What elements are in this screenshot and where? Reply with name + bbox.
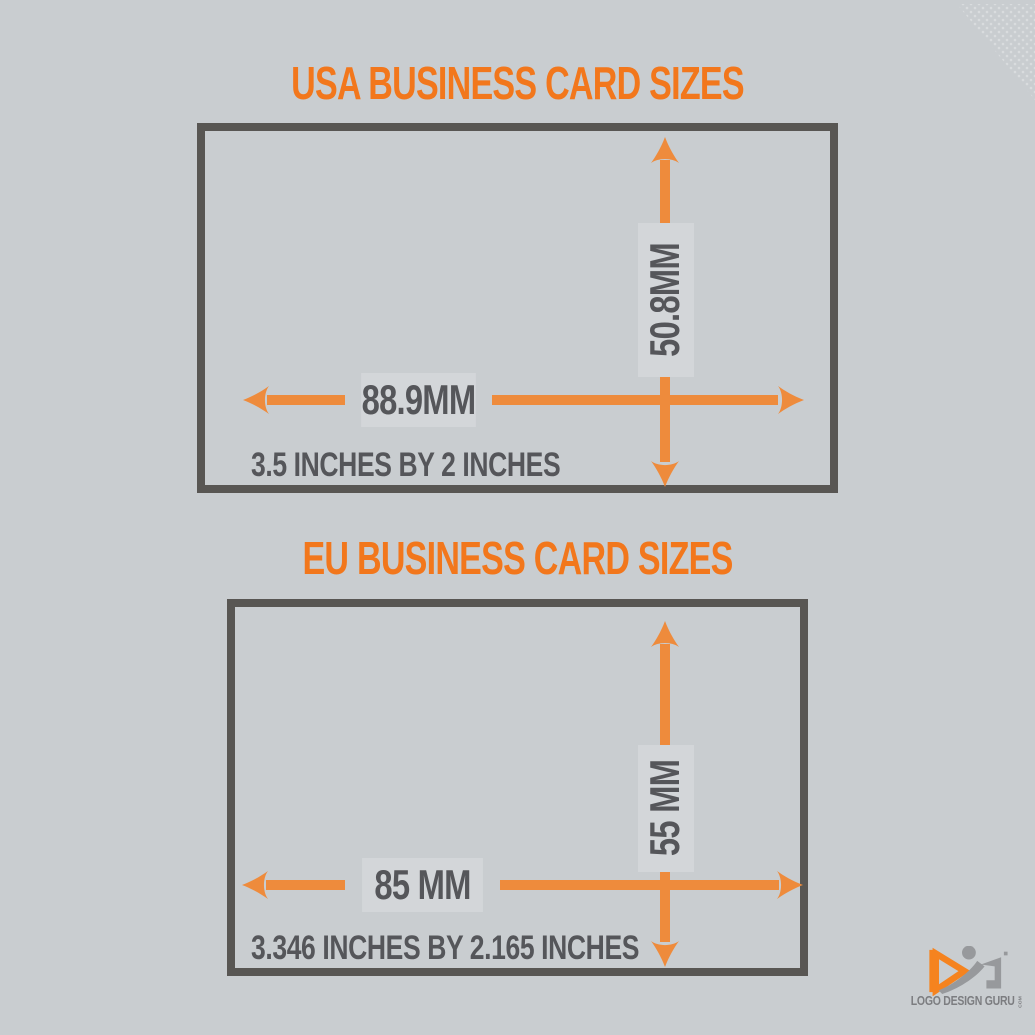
eu-width-value: 85 MM (362, 858, 483, 912)
logo-wordmark: LOGO DESIGN GURU COM (911, 994, 1023, 1008)
usa-width-arrowhead-left-icon (243, 386, 269, 414)
logo-brand-text: LOGO DESIGN GURU (910, 994, 1015, 1008)
usa-height-label-plate (638, 223, 694, 377)
usa-card-outline (197, 123, 838, 493)
usa-section-title: USA BUSINESS CARD SIZES (291, 57, 744, 109)
usa-width-arrow-shaft-left (267, 395, 345, 405)
eu-height-label-plate (638, 745, 694, 872)
eu-height-arrowhead-up-icon (651, 621, 679, 647)
eu-height-arrow-shaft-bottom (660, 872, 670, 942)
usa-height-arrow-shaft-top (660, 160, 670, 223)
usa-height-value: 50.8MM (641, 243, 688, 357)
eu-height-value: 55 MM (641, 759, 688, 857)
eu-width-arrow-shaft-right (500, 880, 779, 890)
usa-width-arrow-shaft-right (492, 395, 778, 405)
eu-width-arrow-shaft-left (266, 880, 345, 890)
logo-design-guru-logo: LOGO DESIGN GURU COM (911, 946, 1023, 1014)
logo-tld-text: COM (1017, 996, 1023, 1008)
usa-width-arrowhead-right-icon (778, 386, 804, 414)
eu-height-arrow-shaft-top (660, 644, 670, 745)
eu-height-arrowhead-down-icon (651, 941, 679, 967)
logo-design-guru-mark-icon (929, 946, 1008, 996)
halftone-dots-decor (957, 4, 1035, 100)
usa-height-arrow-shaft-bottom (660, 377, 670, 462)
eu-section-title: EU BUSINESS CARD SIZES (302, 532, 733, 584)
usa-height-arrowhead-down-icon (651, 461, 679, 487)
usa-card-diagram: 50.8MM 88.9MM 3.5 INCHES BY 2 INCHES (197, 123, 838, 493)
eu-card-diagram: 55 MM 85 MM 3.346 INCHES BY 2.165 INCHES (227, 599, 808, 976)
usa-inches-label: 3.5 INCHES BY 2 INCHES (251, 446, 561, 484)
eu-card-outline (227, 599, 808, 976)
eu-width-arrowhead-right-icon (777, 871, 803, 899)
usa-width-value: 88.9MM (361, 373, 476, 427)
eu-inches-label: 3.346 INCHES BY 2.165 INCHES (251, 929, 640, 967)
eu-width-arrowhead-left-icon (242, 871, 268, 899)
usa-height-arrowhead-up-icon (651, 137, 679, 163)
